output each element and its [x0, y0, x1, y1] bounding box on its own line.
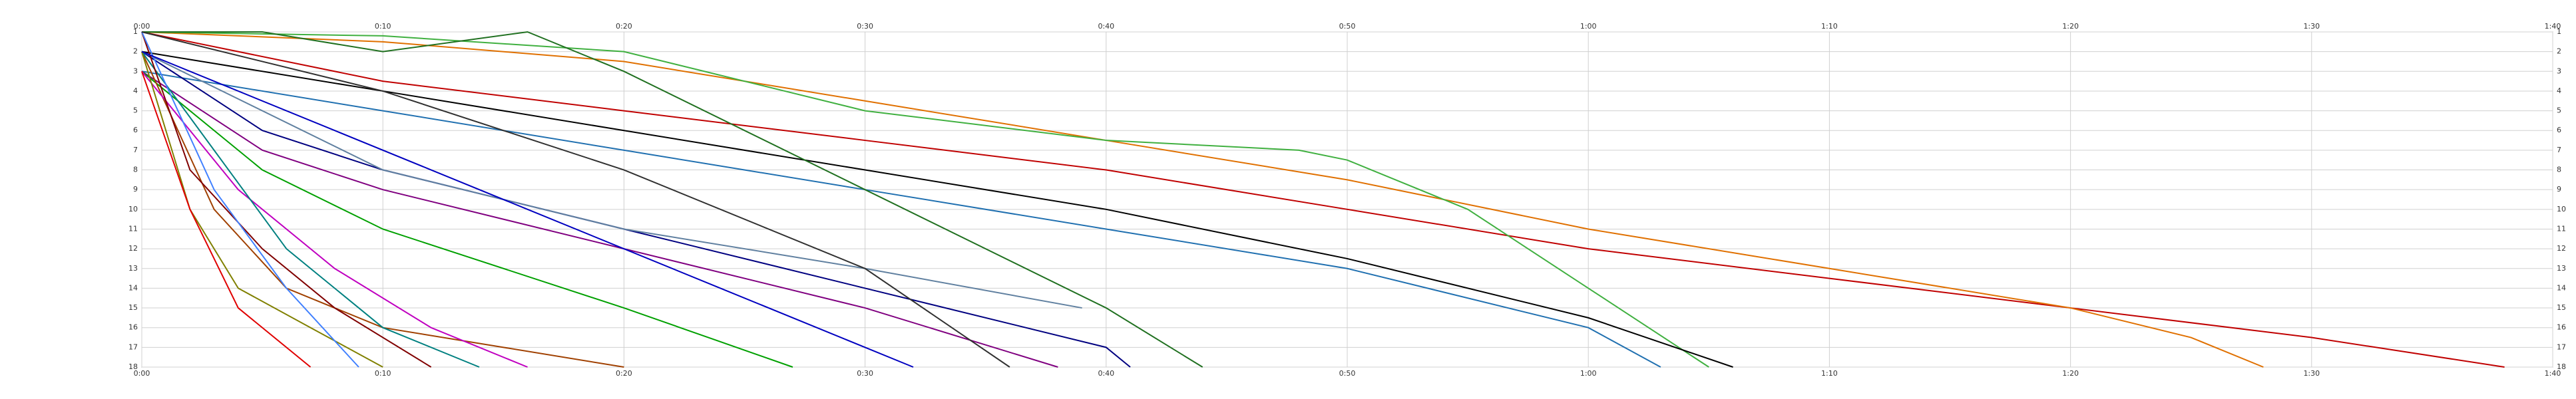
x-tick-label: 0:30 [857, 369, 873, 378]
y-tick-label: 12 [2557, 244, 2566, 253]
series-line [142, 31, 1203, 368]
y-tick-label: 5 [2557, 106, 2561, 115]
series-line [141, 70, 793, 368]
y-tick-label: 16 [2557, 323, 2566, 332]
series-line [141, 51, 480, 368]
y-tick-label: 2 [2557, 47, 2561, 56]
series-line [141, 70, 312, 368]
series-line [141, 51, 914, 368]
x-tick-label: 0:40 [1098, 369, 1114, 378]
series-line [141, 70, 528, 368]
series-line [141, 70, 1661, 368]
y-tick-label: 7 [133, 146, 138, 154]
y-tick-label: 3 [2557, 66, 2561, 75]
x-tick-label: 1:30 [2303, 369, 2320, 378]
x-tick-label: 0:30 [857, 22, 873, 31]
x-tick-label: 0:40 [1098, 22, 1114, 31]
y-tick-label: 6 [133, 126, 138, 134]
y-tick-label: 1 [133, 27, 138, 36]
x-tick-label: 0:20 [616, 22, 632, 31]
series-line [141, 31, 2264, 368]
x-tick-label: 1:00 [1580, 369, 1597, 378]
series-line [141, 31, 359, 368]
y-tick-label: 9 [133, 185, 138, 194]
y-tick-label: 11 [2557, 224, 2566, 233]
y-tick-label: 2 [133, 47, 138, 56]
series-line [141, 51, 1733, 368]
x-tick-label: 0:10 [375, 369, 391, 378]
series-line [141, 51, 1082, 309]
x-tick-label: 1:20 [2062, 22, 2079, 31]
y-tick-label: 6 [2557, 126, 2561, 134]
x-tick-label: 1:10 [1821, 369, 1838, 378]
x-tick-label: 1:10 [1821, 22, 1838, 31]
y-tick-label: 10 [2557, 205, 2566, 213]
y-tick-label: 12 [128, 244, 138, 253]
series-line [141, 31, 2505, 368]
x-tick-label: 0:10 [375, 22, 391, 31]
x-tick-label: 1:40 [2545, 22, 2561, 31]
y-tick-label: 5 [133, 106, 138, 115]
y-tick-label: 10 [128, 205, 138, 213]
y-tick-label: 14 [2557, 283, 2566, 292]
y-tick-label: 15 [2557, 303, 2566, 312]
x-tick-label: 1:30 [2303, 22, 2320, 31]
y-tick-label: 4 [2557, 86, 2561, 95]
y-tick-label: 18 [2557, 362, 2566, 371]
y-tick-label: 11 [128, 224, 138, 233]
y-tick-label: 16 [128, 323, 138, 332]
y-tick-label: 17 [2557, 342, 2566, 351]
y-tick-label: 9 [2557, 185, 2561, 194]
series-line [141, 70, 1058, 368]
x-tick-label: 0:50 [1339, 22, 1356, 31]
series-line [141, 31, 1709, 368]
y-tick-label: 8 [133, 166, 138, 174]
series-line [141, 31, 1010, 368]
y-tick-label: 13 [2557, 264, 2566, 273]
x-tick-label: 0:20 [616, 369, 632, 378]
y-tick-label: 18 [128, 362, 138, 371]
y-tick-label: 15 [128, 303, 138, 312]
y-tick-label: 8 [2557, 166, 2561, 174]
x-tick-label: 1:20 [2062, 369, 2079, 378]
series-line [141, 31, 432, 368]
x-tick-label: 1:00 [1580, 22, 1597, 31]
y-tick-label: 1 [2557, 27, 2561, 36]
x-tick-label: 0:00 [134, 369, 150, 378]
x-tick-label: 1:40 [2545, 369, 2561, 378]
y-tick-label: 14 [128, 283, 138, 292]
y-tick-label: 17 [128, 342, 138, 351]
y-tick-label: 3 [133, 66, 138, 75]
y-tick-label: 7 [2557, 146, 2561, 154]
y-tick-label: 13 [128, 264, 138, 273]
x-tick-label: 0:50 [1339, 369, 1356, 378]
x-tick-label: 0:00 [134, 22, 150, 31]
y-tick-label: 4 [133, 86, 138, 95]
